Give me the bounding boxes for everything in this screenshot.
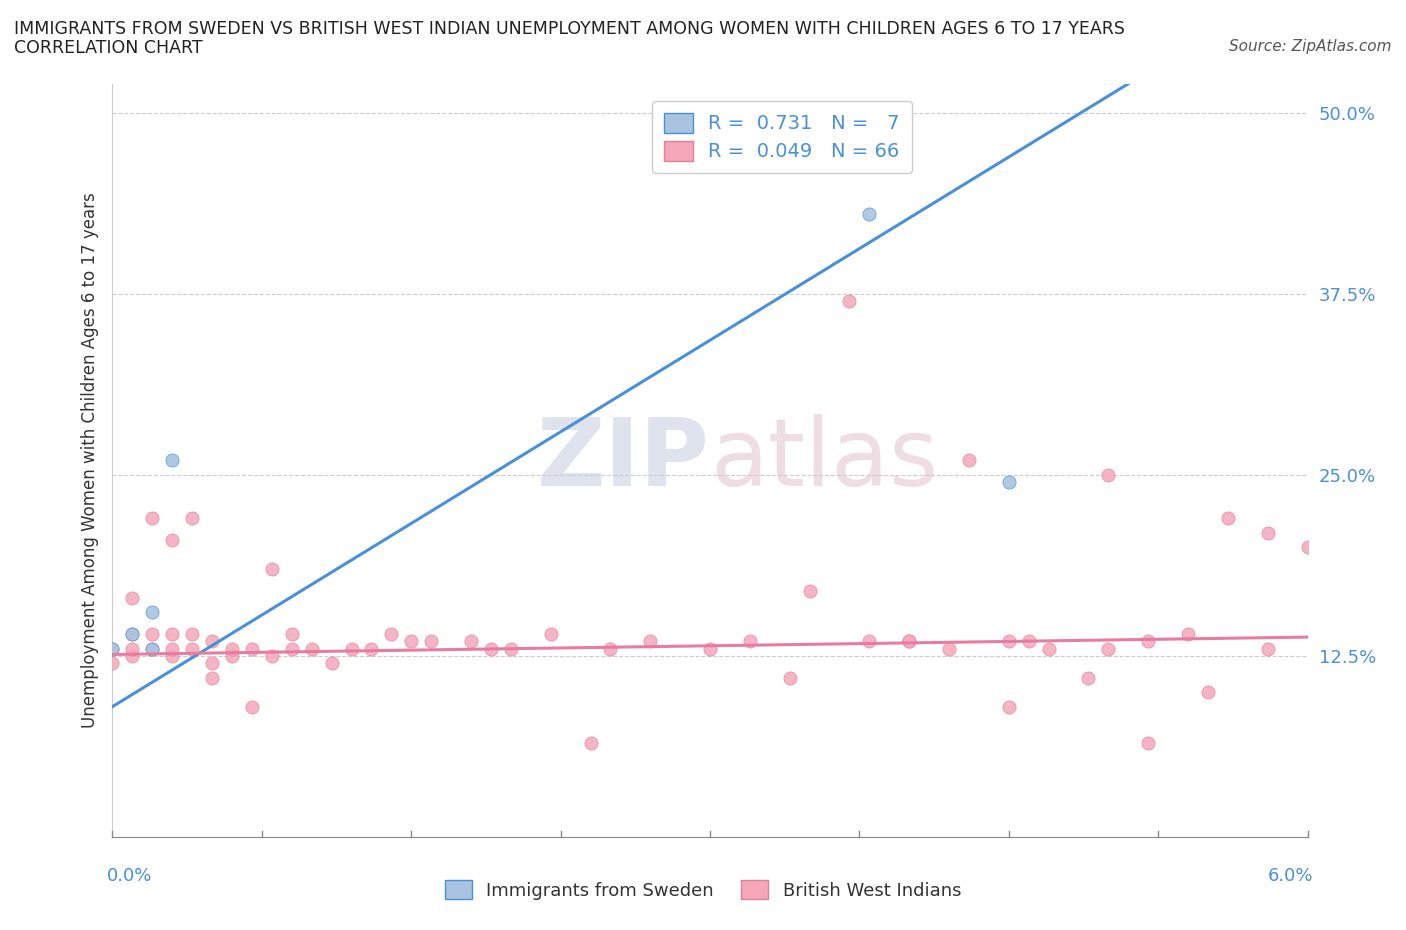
Point (579, 736, 602, 751)
Point (1216, 511, 1239, 525)
Point (141, 627, 163, 642)
Point (1077, 671, 1099, 685)
Point (121, 591, 143, 605)
Point (898, 634, 921, 649)
Point (181, 642, 204, 657)
Point (1257, 642, 1279, 657)
Point (1038, 642, 1060, 657)
Point (281, 627, 304, 642)
Point (479, 642, 502, 657)
Text: atlas: atlas (710, 415, 938, 506)
Point (101, 642, 124, 657)
Point (281, 642, 304, 657)
Point (1197, 684, 1219, 699)
Point (1177, 627, 1199, 642)
Point (799, 583, 821, 598)
Point (240, 699, 263, 714)
Point (1097, 642, 1119, 657)
Point (1097, 468, 1119, 483)
Point (360, 642, 382, 657)
Point (141, 642, 163, 657)
Point (401, 634, 423, 649)
Point (321, 656, 343, 671)
Point (260, 562, 283, 577)
Point (499, 642, 522, 657)
Point (162, 533, 183, 548)
Text: Source: ZipAtlas.com: Source: ZipAtlas.com (1229, 39, 1392, 54)
Point (460, 634, 482, 649)
Point (838, 294, 860, 309)
Point (640, 634, 662, 649)
Point (858, 206, 880, 221)
Point (162, 453, 183, 468)
Point (221, 648, 243, 663)
Point (201, 671, 224, 685)
Point (121, 642, 143, 657)
Point (957, 453, 980, 468)
Y-axis label: Unemployment Among Women with Children Ages 6 to 17 years: Unemployment Among Women with Children A… (80, 193, 98, 728)
Point (201, 634, 224, 649)
Point (201, 656, 224, 671)
Point (738, 634, 761, 649)
Point (540, 627, 562, 642)
Point (1137, 634, 1160, 649)
Point (162, 627, 183, 642)
Point (380, 627, 402, 642)
Point (858, 634, 880, 649)
Point (779, 671, 801, 685)
Point (121, 648, 143, 663)
Text: IMMIGRANTS FROM SWEDEN VS BRITISH WEST INDIAN UNEMPLOYMENT AMONG WOMEN WITH CHIL: IMMIGRANTS FROM SWEDEN VS BRITISH WEST I… (14, 20, 1125, 38)
Point (938, 642, 960, 657)
Text: CORRELATION CHART: CORRELATION CHART (14, 39, 202, 57)
Legend: Immigrants from Sweden, British West Indians: Immigrants from Sweden, British West Ind… (437, 873, 969, 907)
Point (162, 648, 183, 663)
Point (141, 605, 163, 620)
Point (181, 627, 204, 642)
Point (121, 627, 143, 642)
Legend: R =  0.731   N =   7, R =  0.049   N = 66: R = 0.731 N = 7, R = 0.049 N = 66 (652, 101, 911, 173)
Point (162, 642, 183, 657)
Point (420, 634, 443, 649)
Text: 6.0%: 6.0% (1268, 867, 1313, 885)
Point (998, 634, 1021, 649)
Point (260, 648, 283, 663)
Point (221, 642, 243, 657)
Point (699, 642, 721, 657)
Text: ZIP: ZIP (537, 415, 710, 506)
Point (240, 642, 263, 657)
Point (121, 627, 143, 642)
Point (340, 642, 363, 657)
Point (1296, 539, 1319, 554)
Point (599, 642, 621, 657)
Point (1137, 736, 1160, 751)
Point (1257, 525, 1279, 540)
Point (1018, 634, 1040, 649)
Point (998, 474, 1021, 489)
Point (998, 699, 1021, 714)
Point (181, 511, 204, 525)
Point (141, 511, 163, 525)
Point (301, 642, 323, 657)
Point (898, 634, 921, 649)
Point (101, 656, 124, 671)
Text: 0.0%: 0.0% (107, 867, 152, 885)
Point (101, 642, 124, 657)
Point (141, 642, 163, 657)
